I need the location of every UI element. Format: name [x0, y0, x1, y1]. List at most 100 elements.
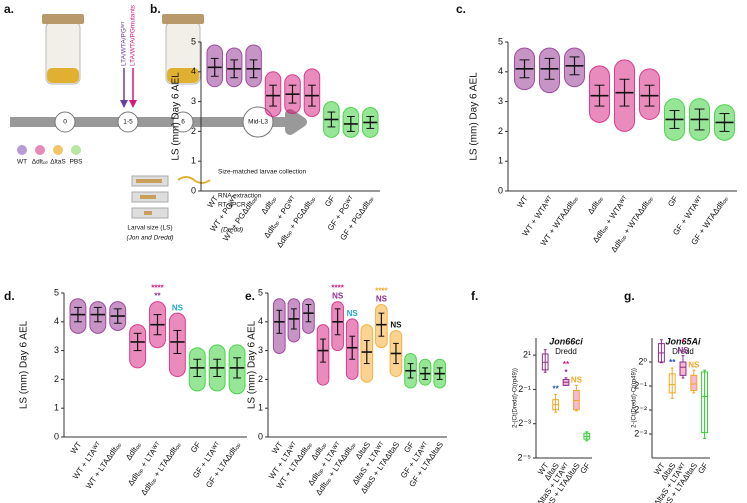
y-tick-label: 1 — [191, 156, 196, 166]
strain-drop — [35, 145, 45, 155]
significance: * — [564, 368, 568, 377]
chart-title: Jon65Ai — [665, 336, 701, 346]
significance: **** — [151, 284, 164, 293]
panel-a: a. 0 1-5 6 Mid-L3 LTA/WTA/PGᵂᵀ LTA/WTA/P… — [4, 2, 307, 242]
significance: NS — [677, 346, 689, 355]
panel-box: g. 2-(Ct(Dredd)-Ct(rp49))2⁰ 2⁻¹ 2⁻² 2⁻³ Jon65… — [624, 289, 710, 503]
y-tick-label: 3 — [498, 96, 503, 106]
y-tick-label: 2⁰ — [638, 356, 647, 366]
box — [679, 361, 687, 376]
significance: NS — [688, 360, 700, 369]
label: Size-matched larvae collection — [218, 169, 307, 176]
tube-cap — [42, 14, 84, 24]
y-tick-label: 4 — [191, 66, 196, 76]
significance: NS — [332, 292, 344, 301]
y-axis-label: LS (mm) Day 6 AEL — [19, 320, 30, 409]
y-tick-label: 1 — [54, 403, 59, 413]
y-axis-label: LS (mm) Day 6 AEL — [171, 72, 182, 161]
significance: NS — [571, 375, 583, 384]
significance: ** — [552, 384, 559, 393]
arrow-head — [129, 100, 137, 108]
panel-letter: f. — [471, 289, 478, 303]
y-tick-label: 3 — [191, 96, 196, 106]
larva-icon — [177, 176, 211, 184]
strain-drop — [53, 145, 63, 155]
y-tick-label: 3 — [258, 345, 263, 355]
significance: **** — [375, 287, 388, 296]
panel-letter: d. — [4, 289, 15, 303]
panel-letter: b. — [150, 2, 161, 16]
x-tick-label: WT — [515, 194, 530, 209]
x-tick-label: GF — [323, 194, 337, 208]
y-tick-label: 5 — [191, 36, 196, 46]
strain-label: Δdltₒₚ — [32, 159, 49, 166]
arrow-label: LTA/WTA/PGᵂᵀ — [121, 21, 128, 66]
panel-letter: a. — [4, 2, 14, 16]
strain-label: ΔltaS — [50, 159, 66, 166]
label: RT-qPCR — [218, 202, 246, 209]
x-tick-label: GF — [666, 194, 680, 208]
chart-subtitle: Dredd — [555, 347, 577, 356]
significance: ** — [563, 360, 570, 369]
strain-label: PBS — [69, 159, 83, 166]
panel-letter: g. — [624, 289, 635, 303]
y-tick-label: 2⁻³ — [634, 428, 647, 438]
label: Larval size (LS) — [127, 225, 172, 232]
y-tick-label: 0 — [498, 185, 503, 195]
arrow-head — [120, 100, 128, 108]
y-tick-label: 0 — [258, 431, 263, 441]
x-tick-label: GF — [578, 461, 592, 475]
larvae — [136, 179, 162, 183]
y-tick-label: 0 — [191, 185, 196, 195]
significance: NS — [172, 303, 184, 312]
y-tick-label: 1 — [498, 156, 503, 166]
y-tick-label: 1 — [258, 403, 263, 413]
panel-letter: e. — [245, 289, 255, 303]
y-tick-label: 5 — [258, 287, 263, 297]
time-point — [172, 111, 194, 133]
time-label: 0 — [63, 119, 67, 126]
panel-box: f. 2-(Ct(Dredd)-Ct(rp49)) 2¹ 2⁻¹ 2⁻³ 2⁻⁵ Jon66… — [471, 289, 592, 503]
significance: * — [681, 338, 685, 347]
time-point — [117, 111, 139, 133]
y-tick-label: 5 — [54, 287, 59, 297]
strain-label: WT — [17, 159, 27, 166]
time-label: 1-5 — [123, 119, 133, 126]
strain-drop — [71, 145, 81, 155]
time-point — [242, 106, 274, 138]
y-tick-label: 5 — [498, 36, 503, 46]
y-tick-label: 0 — [54, 431, 59, 441]
y-tick-label: 3 — [54, 345, 59, 355]
x-tick-label: Δdltₒₚ — [124, 440, 143, 462]
larvae — [144, 211, 152, 215]
significance: **** — [331, 284, 344, 293]
chart-title: Jon66ci — [549, 336, 583, 346]
y-tick-label: 2⁻⁵ — [518, 452, 532, 462]
chart-subtitle: Dredd — [672, 347, 694, 356]
y-tick-label: 4 — [258, 316, 263, 326]
y-axis-label: 2-(Ct(Dredd)-Ct(rp49)) — [632, 368, 638, 428]
x-tick-label: GF — [696, 461, 710, 475]
y-tick-label: 2 — [498, 126, 503, 136]
y-tick-label: 2 — [258, 374, 263, 384]
label: (Dredd) — [221, 227, 243, 234]
box — [668, 373, 676, 394]
arrow-label: LTA/WTA/PGmutants — [130, 4, 137, 66]
label: (Jon and Dredd) — [127, 235, 174, 242]
significance: NS — [376, 295, 388, 304]
y-axis-label: LS (mm) Day 6 AEL — [469, 72, 480, 161]
significance: NS — [390, 321, 402, 330]
x-tick-label: WT — [69, 440, 84, 455]
y-tick-label: 2⁻¹ — [518, 384, 531, 394]
x-tick-label: GF — [189, 440, 203, 454]
y-axis-label: LS (mm) Day 6 AEL — [247, 320, 258, 409]
box — [690, 374, 698, 391]
larvae — [140, 195, 156, 199]
tube-cap — [162, 14, 204, 24]
y-tick-label: 2 — [54, 374, 59, 384]
y-tick-label: 2⁻³ — [518, 418, 531, 428]
